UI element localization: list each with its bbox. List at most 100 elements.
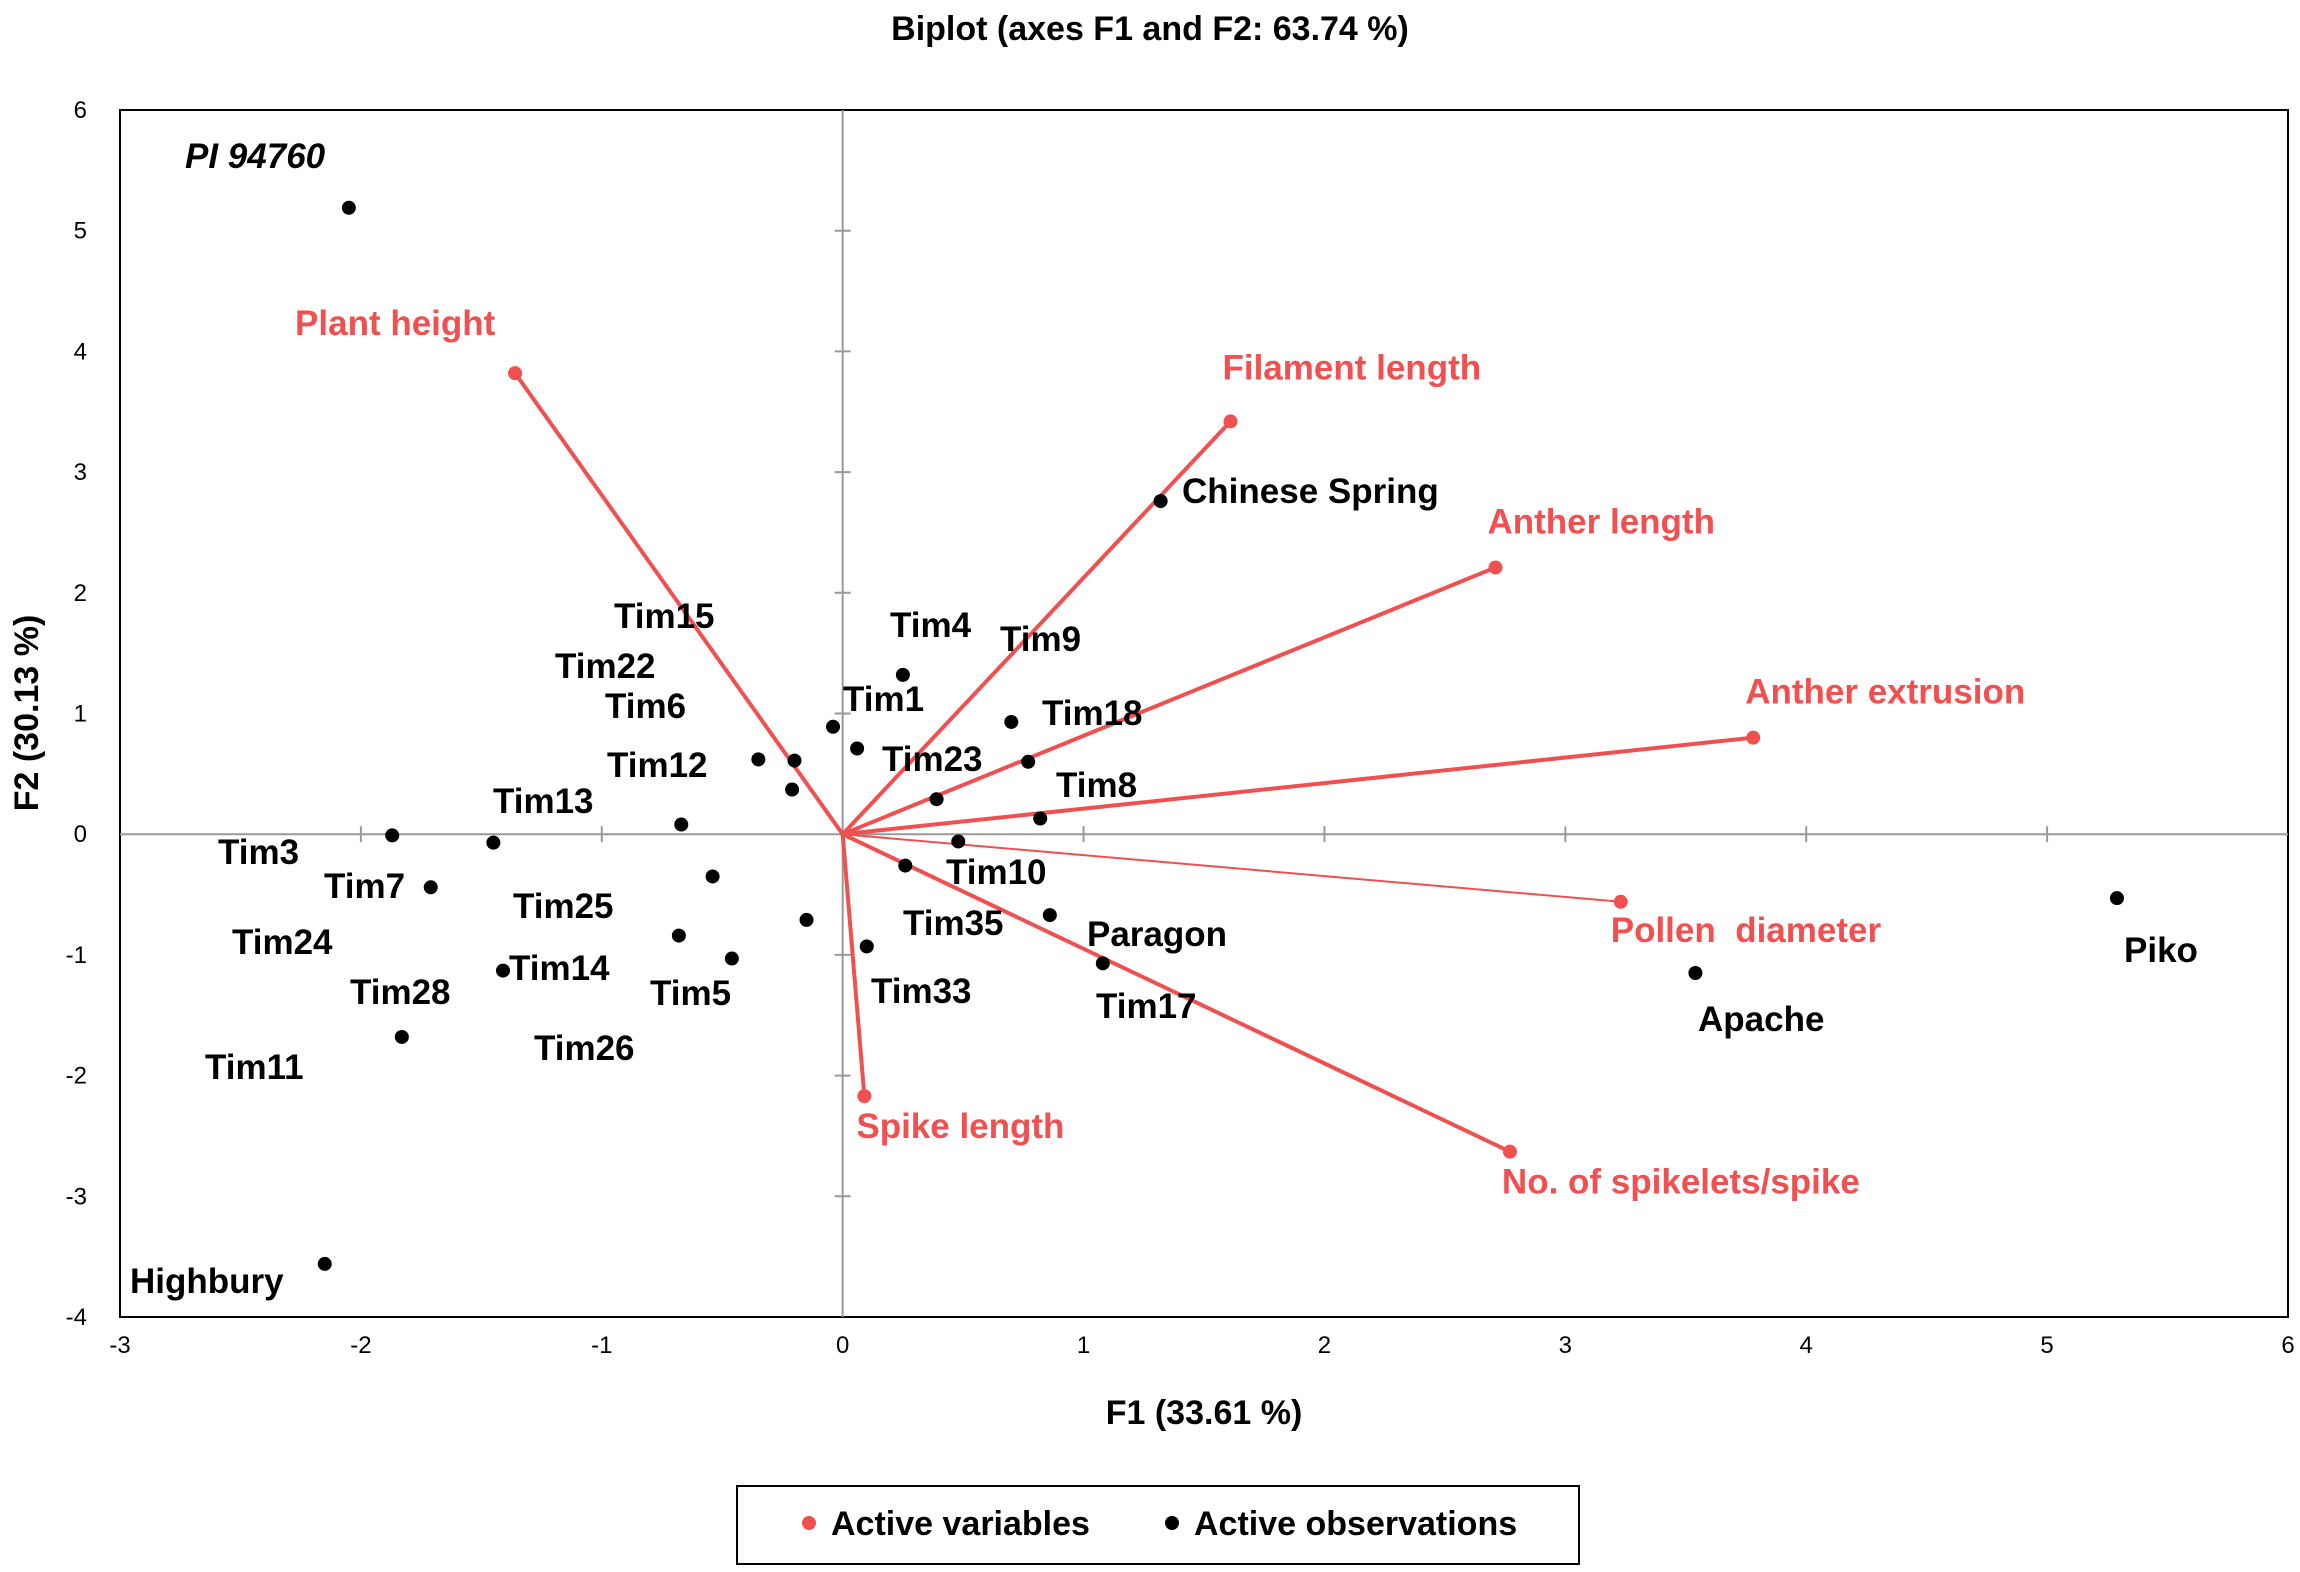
variable-point bbox=[508, 366, 523, 381]
variable-label: Plant height bbox=[295, 304, 496, 343]
observation-point bbox=[751, 752, 766, 767]
observation-point bbox=[423, 880, 438, 895]
observation-label: Tim17 bbox=[1096, 987, 1197, 1026]
observation-label: Tim1 bbox=[843, 680, 924, 719]
chart-title: Biplot (axes F1 and F2: 63.74 %) bbox=[891, 10, 1409, 48]
observation-point bbox=[671, 928, 686, 943]
observation-point bbox=[674, 817, 689, 832]
y-tick-label: -2 bbox=[66, 1063, 87, 1090]
x-tick-label: 5 bbox=[2040, 1332, 2053, 1359]
observation-label: Tim15 bbox=[614, 597, 715, 636]
observation-label: Tim5 bbox=[650, 974, 731, 1013]
observation-point bbox=[1033, 811, 1048, 826]
observation-label: Tim23 bbox=[882, 740, 983, 779]
observation-point bbox=[1004, 714, 1019, 729]
x-axis-label: F1 (33.61 %) bbox=[1106, 1394, 1303, 1432]
y-tick-label: -4 bbox=[66, 1304, 87, 1331]
observation-point bbox=[951, 834, 966, 849]
y-tick-label: 4 bbox=[74, 338, 87, 365]
observation-label: Tim28 bbox=[350, 973, 451, 1012]
observation-point bbox=[1095, 956, 1110, 971]
legend-marker-observations bbox=[1165, 1516, 1179, 1530]
y-tick-label: 5 bbox=[74, 218, 87, 245]
observation-point bbox=[785, 782, 800, 797]
observation-label: Tim7 bbox=[324, 867, 405, 906]
observation-point bbox=[1153, 494, 1168, 509]
variable-label: Filament length bbox=[1222, 348, 1481, 387]
observation-label: Piko bbox=[2124, 931, 2198, 970]
observation-point bbox=[1688, 966, 1703, 981]
observation-label: Tim8 bbox=[1056, 766, 1137, 805]
variable-vector bbox=[840, 834, 867, 1097]
variable-vector bbox=[842, 735, 1754, 837]
observation-label: Tim24 bbox=[232, 923, 333, 962]
x-tick-label: -2 bbox=[350, 1332, 371, 1359]
y-tick-label: -1 bbox=[66, 942, 87, 969]
legend: Active variables Active observations bbox=[736, 1485, 1580, 1565]
x-tick-label: 0 bbox=[836, 1332, 849, 1359]
observation-label: Tim6 bbox=[605, 687, 686, 726]
observation-label: Tim14 bbox=[509, 949, 610, 988]
variable-labels: Plant height Filament length Anther length… bbox=[295, 304, 2025, 1202]
observation-point bbox=[850, 741, 865, 756]
legend-marker-variables bbox=[802, 1516, 816, 1530]
plot-frame bbox=[119, 109, 2289, 1318]
x-tick-label: 3 bbox=[1559, 1332, 1572, 1359]
variable-point bbox=[1613, 894, 1628, 909]
observation-label: Tim13 bbox=[493, 782, 594, 821]
y-tick-label: 0 bbox=[74, 821, 87, 848]
observation-label: Tim35 bbox=[903, 904, 1004, 943]
variable-label: No. of spikelets/spike bbox=[1502, 1163, 1860, 1202]
observation-label: Apache bbox=[1698, 1000, 1824, 1039]
x-tick-labels: -3 -2 -1 0 1 2 3 4 5 6 bbox=[109, 1332, 2294, 1359]
variable-vector bbox=[841, 420, 1232, 836]
x-tick-label: 2 bbox=[1318, 1332, 1331, 1359]
variable-label: Pollen diameter bbox=[1611, 911, 1882, 950]
y-tick-label: 2 bbox=[74, 580, 87, 607]
observation-point bbox=[799, 912, 814, 927]
legend-label-observations: Active observations bbox=[1194, 1505, 1517, 1543]
variable-point bbox=[1488, 560, 1503, 575]
observation-label: Tim18 bbox=[1042, 694, 1143, 733]
zero-line-tick-marks bbox=[359, 229, 2049, 1198]
variable-point bbox=[1746, 730, 1761, 745]
observation-point bbox=[1042, 908, 1057, 923]
variable-point bbox=[1223, 414, 1238, 429]
observation-point bbox=[317, 1256, 332, 1271]
observation-point bbox=[1021, 754, 1036, 769]
variable-point bbox=[857, 1089, 872, 1104]
x-tick-label: 4 bbox=[1800, 1332, 1813, 1359]
legend-box bbox=[736, 1485, 1580, 1565]
legend-label-variables: Active variables bbox=[831, 1505, 1090, 1543]
variable-label: Anther extrusion bbox=[1745, 673, 2025, 712]
observation-point bbox=[826, 719, 841, 734]
observation-label: PI 94760 bbox=[185, 137, 326, 176]
observation-label: Tim4 bbox=[890, 606, 972, 645]
observation-label: Tim22 bbox=[555, 647, 656, 686]
observation-label: Tim11 bbox=[205, 1048, 304, 1087]
y-tick-labels: -4 -3 -2 -1 0 1 2 3 4 5 6 bbox=[66, 97, 87, 1331]
observation-label: Paragon bbox=[1087, 915, 1227, 954]
variable-vector bbox=[841, 565, 1497, 837]
observation-label: Tim12 bbox=[607, 746, 708, 785]
observation-label: Tim3 bbox=[218, 833, 299, 872]
variable-vector bbox=[513, 371, 845, 836]
variable-vector bbox=[841, 832, 1511, 1154]
observation-point bbox=[724, 951, 739, 966]
observation-label: Tim33 bbox=[871, 972, 972, 1011]
y-tick-label: -3 bbox=[66, 1183, 87, 1210]
observation-point bbox=[496, 963, 511, 978]
y-tick-label: 3 bbox=[74, 459, 87, 486]
observation-label: Tim25 bbox=[513, 887, 614, 926]
observation-point bbox=[929, 792, 944, 807]
observation-point bbox=[486, 835, 501, 850]
variable-point bbox=[1502, 1144, 1517, 1159]
y-axis-label: F2 (30.13 %) bbox=[8, 615, 46, 812]
observation-point bbox=[898, 858, 913, 873]
observation-label: Tim26 bbox=[534, 1029, 635, 1068]
y-tick-label: 1 bbox=[74, 701, 87, 728]
observation-point bbox=[787, 753, 802, 768]
x-tick-label: 6 bbox=[2281, 1332, 2294, 1359]
